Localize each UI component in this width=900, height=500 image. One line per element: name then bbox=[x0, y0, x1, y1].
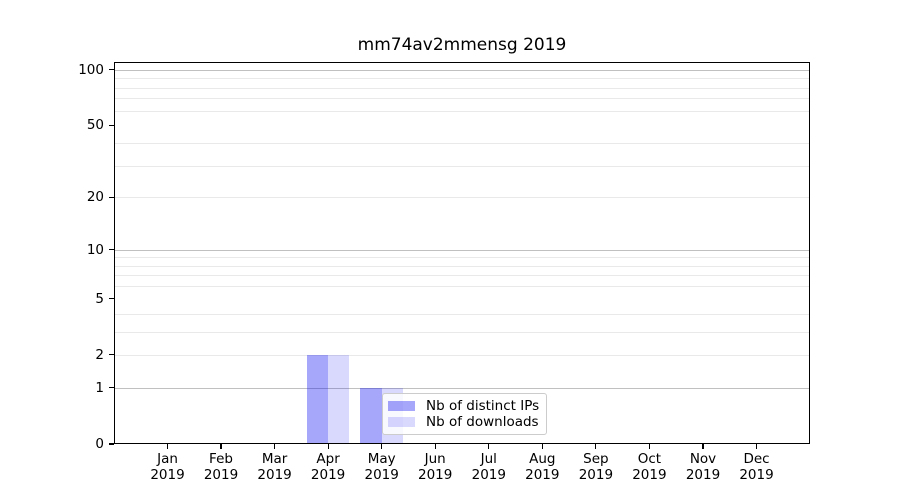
y-gridline-30 bbox=[114, 165, 810, 167]
y-tick-label-100: 100 bbox=[78, 61, 104, 78]
y-gridline-80 bbox=[114, 87, 810, 89]
x-tick-month: Jul bbox=[480, 451, 497, 467]
x-tick-mark-mar bbox=[274, 444, 276, 449]
y-tick-label-50: 50 bbox=[86, 117, 104, 134]
x-tick-month: May bbox=[367, 451, 396, 467]
x-tick-label-apr: Apr 2019 bbox=[293, 451, 363, 483]
y-tick-mark-20 bbox=[109, 196, 114, 198]
bar-downloads-apr bbox=[328, 354, 350, 444]
y-gridline-10 bbox=[114, 249, 810, 251]
y-tick-label-2: 2 bbox=[95, 346, 104, 363]
legend-swatch-distinct-ips-icon bbox=[388, 401, 415, 411]
y-tick-mark-50 bbox=[109, 124, 114, 126]
y-gridline-6 bbox=[114, 286, 810, 288]
x-tick-month: Sep bbox=[583, 451, 609, 467]
y-gridline-20 bbox=[114, 197, 810, 199]
x-tick-year: 2019 bbox=[150, 467, 185, 483]
x-tick-month: Aug bbox=[529, 451, 556, 467]
bar-distinct-ips-apr bbox=[306, 354, 329, 444]
y-gridline-9 bbox=[114, 257, 810, 259]
x-tick-year: 2019 bbox=[685, 467, 721, 483]
x-tick-year: 2019 bbox=[257, 467, 292, 483]
legend: Nb of distinct IPs Nb of downloads bbox=[382, 393, 548, 435]
chart-title: mm74av2mmensg 2019 bbox=[357, 35, 567, 55]
x-tick-label-jan: Jan 2019 bbox=[133, 451, 203, 483]
x-tick-mark-jul bbox=[488, 444, 490, 449]
legend-item-downloads: Nb of downloads bbox=[388, 414, 539, 430]
y-tick-label-20: 20 bbox=[86, 189, 104, 206]
y-tick-label-5: 5 bbox=[95, 290, 104, 307]
y-gridline-1 bbox=[114, 387, 810, 389]
x-tick-year: 2019 bbox=[739, 467, 774, 483]
legend-label-distinct-ips: Nb of distinct IPs bbox=[426, 398, 540, 414]
x-tick-month: Feb bbox=[209, 451, 233, 467]
y-gridline-8 bbox=[114, 265, 810, 267]
x-tick-mark-oct bbox=[648, 444, 650, 449]
x-tick-month: Oct bbox=[637, 451, 662, 467]
y-tick-label-10: 10 bbox=[86, 241, 104, 258]
x-tick-year: 2019 bbox=[471, 467, 506, 483]
x-tick-label-nov: Nov 2019 bbox=[668, 451, 738, 483]
y-gridline-90 bbox=[114, 78, 810, 80]
y-tick-mark-1 bbox=[109, 387, 114, 389]
x-tick-label-jun: Jun 2019 bbox=[400, 451, 470, 483]
x-tick-mark-dec bbox=[755, 444, 758, 449]
x-tick-month: Mar bbox=[261, 451, 288, 467]
x-tick-label-may: May 2019 bbox=[347, 451, 417, 483]
y-tick-mark-5 bbox=[109, 298, 114, 300]
y-gridline-40 bbox=[114, 142, 810, 144]
x-tick-mark-may bbox=[381, 444, 383, 449]
x-tick-label-sep: Sep 2019 bbox=[561, 451, 631, 483]
x-tick-mark-jun bbox=[434, 444, 436, 449]
x-tick-mark-sep bbox=[595, 444, 597, 449]
y-gridline-7 bbox=[114, 275, 810, 277]
x-tick-year: 2019 bbox=[418, 467, 453, 483]
y-tick-label-0: 0 bbox=[95, 436, 104, 452]
x-tick-year: 2019 bbox=[578, 467, 614, 483]
x-tick-label-jul: Jul 2019 bbox=[454, 451, 524, 483]
x-tick-mark-feb bbox=[220, 444, 222, 449]
x-tick-label-mar: Mar 2019 bbox=[240, 451, 310, 483]
x-tick-year: 2019 bbox=[364, 467, 399, 483]
x-tick-label-feb: Feb 2019 bbox=[186, 451, 256, 483]
x-tick-mark-aug bbox=[541, 444, 543, 449]
y-tick-mark-0 bbox=[109, 443, 114, 445]
y-tick-label-1: 1 bbox=[95, 379, 104, 396]
x-tick-month: Dec bbox=[743, 451, 770, 467]
x-tick-mark-jan bbox=[166, 444, 169, 449]
legend-item-distinct-ips: Nb of distinct IPs bbox=[388, 398, 539, 414]
x-tick-month: Nov bbox=[689, 451, 717, 467]
x-tick-mark-nov bbox=[702, 444, 704, 449]
x-tick-mark-apr bbox=[327, 444, 329, 449]
x-tick-label-oct: Oct 2019 bbox=[614, 451, 684, 483]
plot-area bbox=[114, 62, 810, 444]
x-tick-year: 2019 bbox=[310, 467, 346, 483]
x-tick-year: 2019 bbox=[632, 467, 667, 483]
x-tick-year: 2019 bbox=[525, 467, 560, 483]
y-gridline-3 bbox=[114, 331, 810, 333]
y-gridline-4 bbox=[114, 313, 810, 315]
bar-distinct-ips-may bbox=[360, 387, 382, 444]
y-tick-mark-10 bbox=[109, 248, 114, 251]
y-tick-mark-2 bbox=[109, 354, 114, 356]
x-tick-year: 2019 bbox=[203, 467, 239, 483]
y-gridline-100 bbox=[114, 69, 810, 71]
x-tick-month: Apr bbox=[316, 451, 340, 467]
x-tick-month: Jan bbox=[157, 451, 178, 467]
legend-swatch-downloads-icon bbox=[388, 417, 415, 427]
x-tick-label-aug: Aug 2019 bbox=[507, 451, 577, 483]
y-gridline-2 bbox=[114, 354, 810, 356]
legend-label-downloads: Nb of downloads bbox=[426, 414, 539, 430]
y-gridline-60 bbox=[114, 110, 810, 112]
x-tick-month: Jun bbox=[424, 451, 446, 467]
y-gridline-70 bbox=[114, 98, 810, 100]
x-tick-label-dec: Dec 2019 bbox=[722, 451, 792, 483]
y-tick-mark-100 bbox=[109, 69, 114, 71]
